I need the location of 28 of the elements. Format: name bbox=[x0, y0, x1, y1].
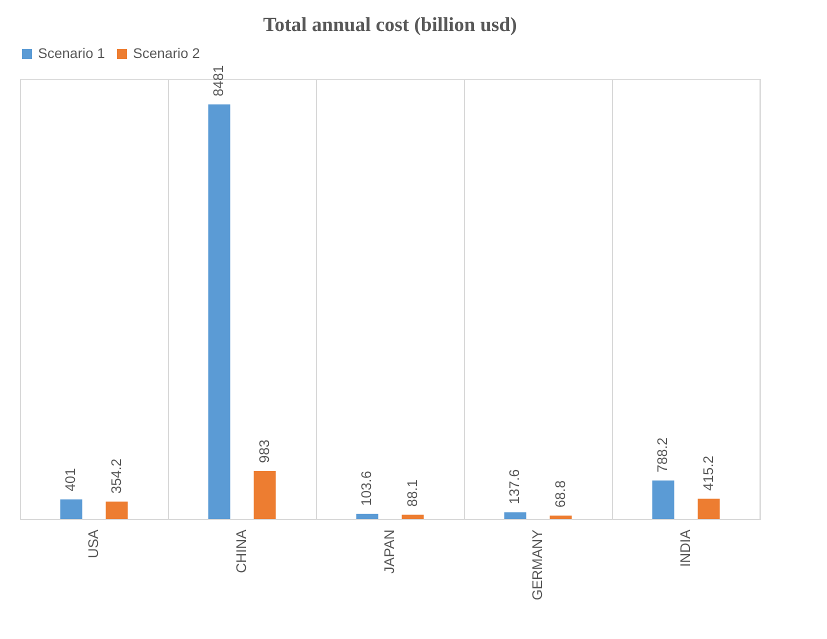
chart-title: Total annual cost (billion usd) bbox=[263, 14, 517, 36]
data-label: 415.2 bbox=[700, 455, 716, 491]
data-label: 788.2 bbox=[654, 437, 670, 472]
bar bbox=[698, 498, 720, 519]
bar bbox=[652, 480, 674, 519]
bar bbox=[60, 499, 82, 519]
data-label: 983 bbox=[256, 439, 272, 463]
bar bbox=[402, 514, 424, 519]
bar bbox=[106, 502, 128, 519]
bar bbox=[550, 516, 572, 519]
data-label: 68.8 bbox=[552, 480, 568, 508]
data-label: 88.1 bbox=[404, 479, 420, 507]
bar bbox=[254, 470, 276, 519]
data-label: 8481 bbox=[210, 65, 226, 96]
x-tick-label: INDIA bbox=[677, 528, 693, 567]
x-tick-label: CHINA bbox=[233, 528, 249, 574]
x-tick-label: GERMANY bbox=[529, 528, 545, 600]
x-tick-label: JAPAN bbox=[381, 530, 397, 574]
data-label: 137.6 bbox=[506, 469, 522, 504]
legend-label: Scenario 1 bbox=[38, 45, 106, 61]
legend-label: Scenario 2 bbox=[133, 45, 200, 61]
data-label: 103.6 bbox=[358, 470, 374, 506]
bar bbox=[504, 512, 526, 519]
data-label: 401 bbox=[62, 468, 78, 492]
data-label: 354.2 bbox=[108, 458, 124, 494]
bar bbox=[356, 514, 378, 519]
x-tick-label: USA bbox=[85, 528, 101, 558]
bar bbox=[208, 104, 230, 519]
